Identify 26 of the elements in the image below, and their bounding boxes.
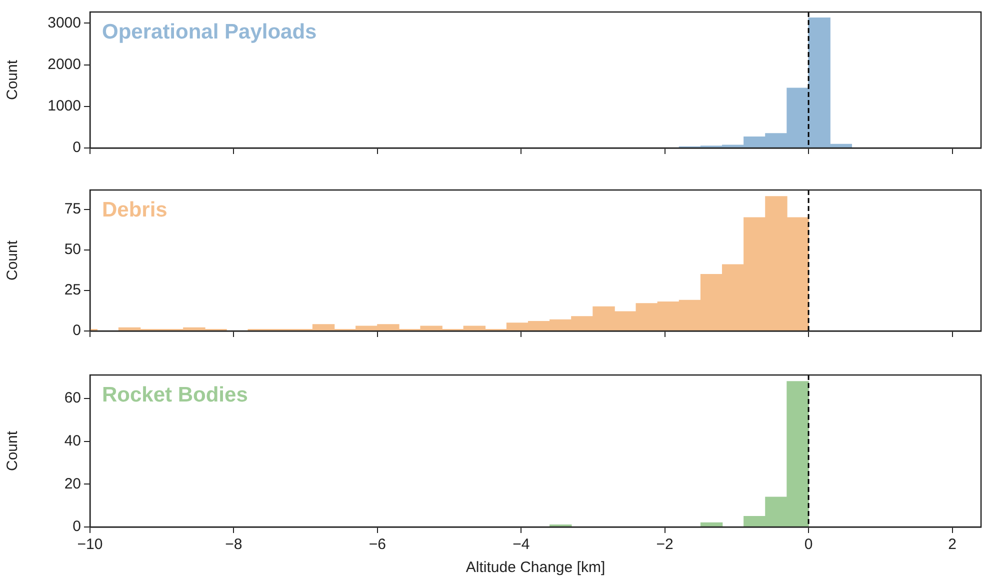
x-tick-label: −6 xyxy=(368,536,386,554)
y-tick-label: 25 xyxy=(64,282,81,299)
x-axis-title: Altitude Change [km] xyxy=(466,559,606,576)
y-axis-title: Count xyxy=(4,59,22,100)
y-tick-label: 75 xyxy=(64,200,81,218)
x-tick-label: −2 xyxy=(656,536,674,554)
text: Rocket Bodies xyxy=(102,383,248,406)
x-tick-label: −4 xyxy=(512,536,530,554)
x-tick-label: −8 xyxy=(225,536,242,554)
y-axis-title: Count xyxy=(4,240,22,281)
y-tick-label: 20 xyxy=(64,475,81,492)
text: Operational Payloads xyxy=(102,20,317,44)
y-tick-label: 0 xyxy=(72,518,81,536)
y-tick-label: 2000 xyxy=(48,56,81,73)
y-axis-title: Count xyxy=(4,430,22,472)
y-tick-label: 0 xyxy=(72,139,81,156)
x-tick-label: −10 xyxy=(77,536,103,554)
y-tick-label: 0 xyxy=(72,322,81,340)
y-tick-label: 60 xyxy=(64,390,81,407)
y-tick-label: 50 xyxy=(64,241,81,258)
x-tick-label: 2 xyxy=(948,536,956,554)
y-tick-label: 1000 xyxy=(48,98,81,115)
y-tick-label: 3000 xyxy=(48,14,81,32)
y-tick-label: 40 xyxy=(64,432,81,450)
x-tick-label: 0 xyxy=(804,536,813,554)
text: Debris xyxy=(102,198,168,222)
